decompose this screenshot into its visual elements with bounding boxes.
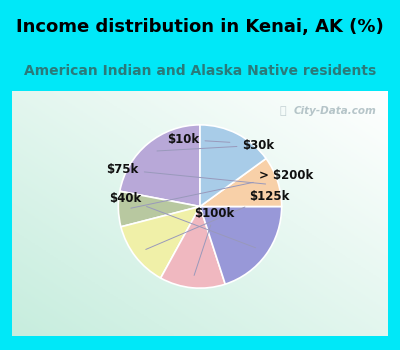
Text: > $200k: > $200k: [131, 169, 313, 208]
Wedge shape: [200, 125, 266, 206]
Wedge shape: [120, 125, 200, 206]
Text: $40k: $40k: [109, 192, 256, 248]
Text: $10k: $10k: [167, 133, 230, 146]
Wedge shape: [121, 206, 200, 278]
Wedge shape: [161, 206, 225, 288]
Wedge shape: [200, 206, 282, 284]
Text: Income distribution in Kenai, AK (%): Income distribution in Kenai, AK (%): [16, 18, 384, 36]
Text: American Indian and Alaska Native residents: American Indian and Alaska Native reside…: [24, 64, 376, 78]
Wedge shape: [200, 159, 282, 206]
Text: $125k: $125k: [146, 190, 289, 250]
Text: ⧗: ⧗: [280, 106, 286, 116]
Wedge shape: [118, 191, 200, 227]
Text: $30k: $30k: [157, 139, 274, 152]
Text: City-Data.com: City-Data.com: [294, 106, 377, 116]
Text: $75k: $75k: [106, 163, 266, 184]
Text: $100k: $100k: [194, 206, 235, 275]
